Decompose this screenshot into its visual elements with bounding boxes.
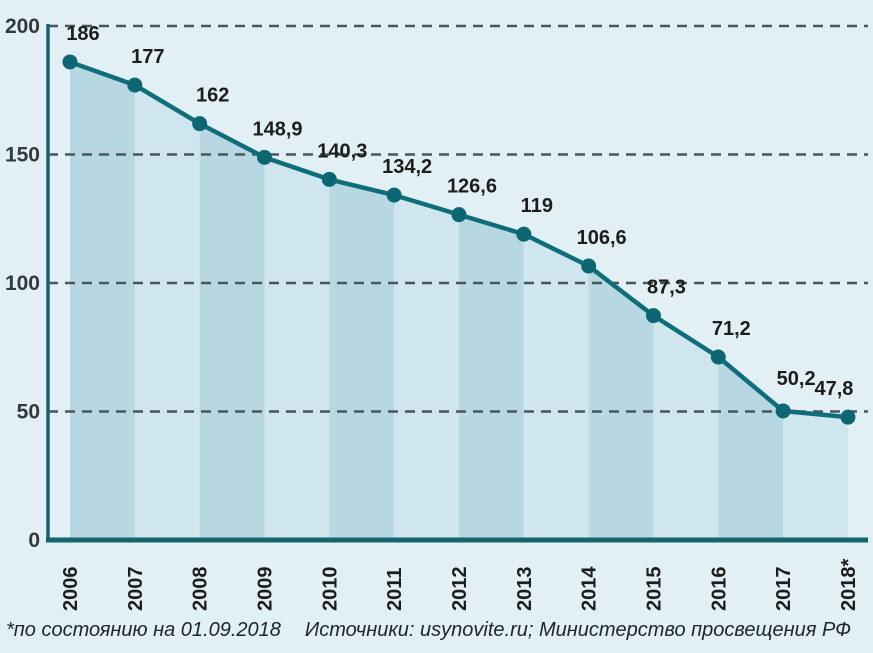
area-stripe: [329, 179, 395, 540]
x-axis-label: 2018*: [838, 559, 860, 611]
x-axis-label: 2007: [125, 567, 147, 612]
data-point: [516, 226, 532, 242]
data-point-label: 162: [196, 85, 229, 107]
x-axis-label: 2013: [514, 567, 536, 612]
data-point: [840, 409, 856, 425]
y-tick-label: 150: [5, 144, 40, 167]
x-axis-label: 2016: [708, 567, 730, 612]
x-axis-label: 2006: [60, 567, 82, 612]
area-stripe: [199, 123, 265, 540]
data-point: [62, 54, 78, 70]
data-point: [321, 171, 337, 187]
data-point: [645, 308, 661, 324]
footnote-text: *по состоянию на 01.09.2018: [6, 619, 281, 641]
data-point-label: 140,3: [317, 140, 367, 162]
area-stripe: [588, 266, 654, 540]
data-point: [775, 403, 791, 419]
data-point-label: 47,8: [814, 378, 853, 400]
data-point-label: 71,2: [712, 318, 751, 340]
data-point: [710, 349, 726, 365]
data-point: [451, 207, 467, 223]
data-point-label: 186: [66, 23, 99, 45]
area-stripe: [523, 234, 589, 541]
x-axis-label: 2008: [190, 567, 212, 612]
sources-text: Источники: usynovite.ru; Министерство пр…: [304, 619, 852, 641]
x-axis-label: 2012: [449, 567, 471, 612]
x-axis-label: 2014: [579, 566, 601, 611]
chart-footer: *по состоянию на 01.09.2018 Источники: u…: [6, 619, 871, 642]
data-point: [581, 258, 597, 274]
area-stripe: [134, 85, 200, 541]
data-point-label: 126,6: [447, 176, 497, 198]
data-point: [256, 149, 272, 165]
area-stripe: [718, 357, 784, 540]
x-axis-label: 2011: [384, 568, 406, 611]
y-tick-label: 100: [5, 272, 40, 295]
data-point-label: 177: [131, 46, 164, 68]
area-stripe: [458, 214, 524, 540]
area-stripe: [264, 157, 330, 540]
area-stripe: [783, 410, 848, 540]
data-point-label: 134,2: [382, 156, 432, 178]
data-point-label: 50,2: [777, 368, 816, 390]
data-point-label: 87,3: [647, 277, 686, 299]
y-tick-label: 50: [17, 401, 40, 424]
x-axis-label: 2017: [773, 567, 795, 612]
y-tick-label: 0: [28, 529, 40, 552]
data-point-label: 119: [521, 195, 553, 217]
data-point: [192, 116, 208, 132]
data-point-label: 106,6: [577, 227, 627, 249]
x-axis-label: 2009: [254, 567, 276, 612]
area-stripe: [70, 61, 135, 540]
data-point: [127, 77, 143, 93]
x-axis-label: 2010: [319, 567, 341, 612]
x-axis-label: 2015: [643, 567, 665, 612]
data-point: [386, 187, 402, 203]
data-point-label: 148,9: [252, 118, 302, 140]
area-stripe: [394, 195, 459, 540]
y-tick-label: 200: [5, 15, 40, 38]
area-stripe: [653, 315, 719, 540]
